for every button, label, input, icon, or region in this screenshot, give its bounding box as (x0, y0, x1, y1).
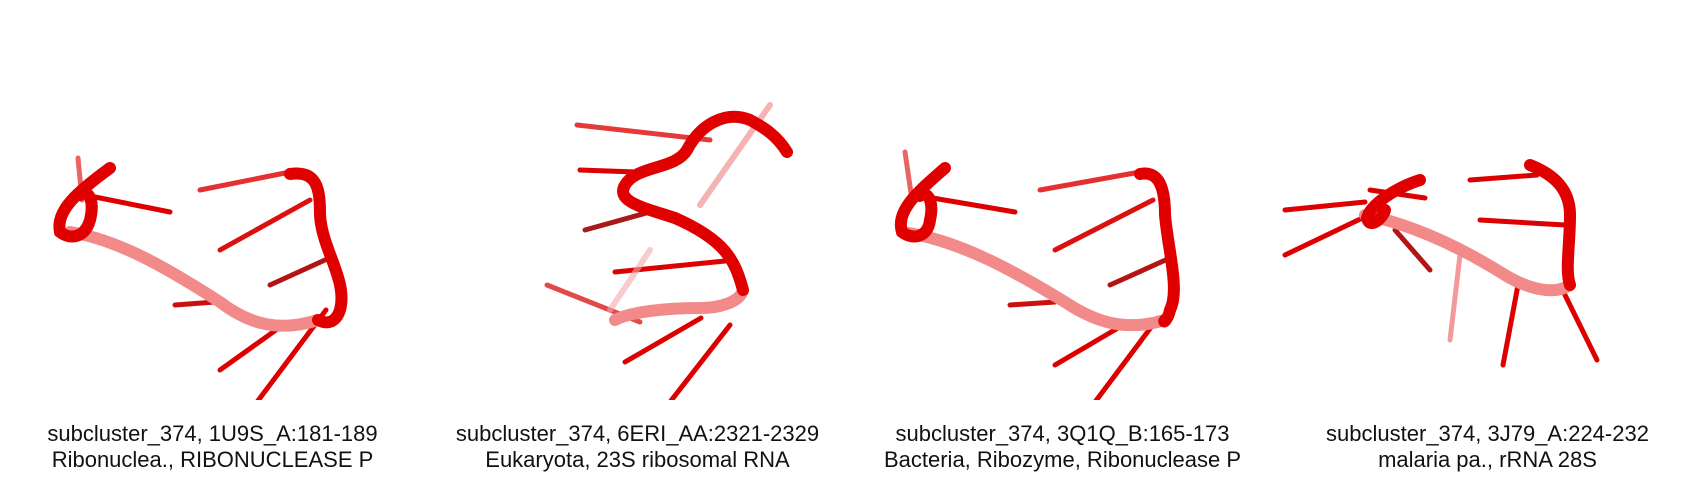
rna-structure-image-4 (1282, 159, 1600, 368)
rna-structure-image-1 (53, 155, 348, 400)
structure-title-2: subcluster_374, 6ERI_AA:2321-2329 (455, 421, 820, 446)
structure-subtitle-4: malaria pa., rRNA 28S (1378, 447, 1597, 472)
structure-panel-4: subcluster_374, 3J79_A:224-232 malaria p… (1275, 0, 1700, 480)
structure-subtitle-2: Eukaryota, 23S ribosomal RNA (485, 447, 790, 472)
structure-panel-1: subcluster_374, 1U9S_A:181-189 Ribonucle… (0, 0, 425, 480)
rna-structure-image-2 (544, 102, 793, 400)
structure-panel-2: subcluster_374, 6ERI_AA:2321-2329 Eukary… (425, 0, 850, 480)
structure-title-4: subcluster_374, 3J79_A:224-232 (1326, 421, 1649, 446)
structure-subtitle-1: Ribonuclea., RIBONUCLEASE P (51, 447, 374, 472)
structure-subtitle-3: Bacteria, Ribozyme, Ribonuclease P (883, 447, 1242, 472)
structure-title-3: subcluster_374, 3Q1Q_B:165-173 (895, 421, 1230, 446)
structure-panel-3: subcluster_374, 3Q1Q_B:165-173 Bacteria,… (850, 0, 1275, 480)
structure-title-1: subcluster_374, 1U9S_A:181-189 (47, 421, 378, 446)
rna-structure-image-3 (894, 149, 1180, 400)
